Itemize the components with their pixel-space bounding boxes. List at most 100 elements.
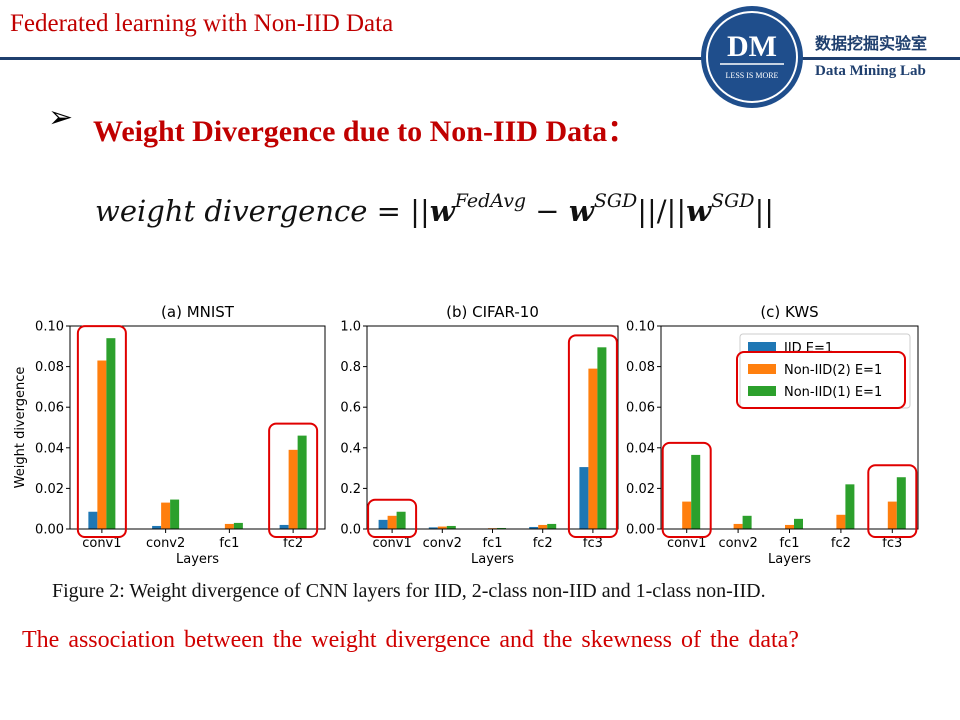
x-tick-label: conv2 bbox=[718, 536, 757, 551]
bar-fc2-3 bbox=[547, 523, 557, 529]
bar-fc1-3 bbox=[794, 518, 803, 529]
y-tick-label: 0.00 bbox=[35, 523, 64, 538]
x-tick-label: conv1 bbox=[372, 536, 411, 551]
x-tick-label: fc2 bbox=[533, 536, 553, 551]
bar-conv1-3 bbox=[396, 511, 406, 529]
figure-caption: Figure 2: Weight divergence of CNN layer… bbox=[52, 580, 766, 602]
lab-name-en: Data Mining Lab bbox=[815, 63, 926, 79]
legend-swatch-3 bbox=[748, 386, 776, 396]
y-tick-label: 0.06 bbox=[35, 401, 64, 416]
lab-name-cn: 数据挖掘实验室 bbox=[815, 34, 928, 53]
plot-frame bbox=[660, 325, 919, 530]
formula-sup-fedavg: FedAvg bbox=[454, 190, 527, 212]
x-tick-label: fc2 bbox=[831, 536, 851, 551]
highlight-box-fc2 bbox=[268, 422, 319, 538]
y-axis-label: Weight divergence bbox=[13, 367, 28, 489]
chart-title-2: (b) CIFAR-10 bbox=[446, 303, 539, 321]
formula-sup-sgd-denominator: SGD bbox=[711, 190, 755, 212]
y-tick-label: 0.0 bbox=[340, 523, 361, 538]
bar-conv2-1 bbox=[152, 525, 162, 529]
bar-conv2-3 bbox=[446, 525, 456, 529]
y-tick-label: 0.08 bbox=[35, 360, 64, 375]
logo-text: DM bbox=[727, 30, 777, 63]
y-tick-label: 0.04 bbox=[35, 441, 64, 456]
weight-divergence-charts: (a) MNIST conv1 conv2 fc1 fc2 0.00 0.02 0.04 0.0… bbox=[13, 303, 919, 567]
bar-fc3-3 bbox=[896, 477, 906, 529]
x-tick-label: fc1 bbox=[780, 536, 800, 551]
bar-fc2-3 bbox=[845, 484, 855, 529]
bar-fc3-3 bbox=[597, 347, 607, 529]
legend-label-1: IID E=1 bbox=[784, 341, 833, 356]
bar-fc2-3 bbox=[297, 435, 307, 529]
bar-conv1-1 bbox=[378, 519, 388, 529]
bar-conv1-3 bbox=[106, 338, 116, 529]
x-axis-label: Layers bbox=[768, 552, 811, 567]
bar-fc1-2 bbox=[224, 523, 234, 529]
logo-tagline: LESS IS MORE bbox=[726, 71, 779, 80]
highlight-box-conv1 bbox=[661, 441, 712, 538]
formula-minus: − bbox=[526, 194, 569, 228]
formula-lhs: weight divergence bbox=[95, 194, 368, 228]
x-tick-label: conv1 bbox=[667, 536, 706, 551]
y-tick-label: 0.00 bbox=[626, 523, 655, 538]
bar-fc3-2 bbox=[887, 501, 897, 529]
bar-conv1-2 bbox=[97, 360, 107, 529]
bar-conv1-2 bbox=[387, 515, 397, 529]
chart-title-3: (c) KWS bbox=[760, 303, 818, 321]
weight-divergence-formula: weight divergence = ||wFedAvg − wSGD||/|… bbox=[95, 190, 774, 228]
highlight-box-fc3 bbox=[867, 464, 918, 538]
section-heading: Weight Divergence due to Non-IID Data： bbox=[93, 115, 638, 148]
formula-end: || bbox=[754, 194, 775, 228]
chart-title-1: (a) MNIST bbox=[161, 303, 235, 321]
x-tick-label: fc3 bbox=[583, 536, 603, 551]
dm-logo: DM LESS IS MORE bbox=[698, 4, 808, 110]
bar-conv2-1 bbox=[428, 527, 438, 529]
y-tick-label: 0.4 bbox=[340, 441, 361, 456]
y-tick-label: 1.0 bbox=[340, 320, 361, 335]
y-tick-label: 0.8 bbox=[340, 360, 361, 375]
header-divider bbox=[0, 57, 960, 60]
legend-swatch-1 bbox=[748, 342, 776, 352]
x-tick-label: fc3 bbox=[882, 536, 902, 551]
bar-fc2-1 bbox=[529, 526, 539, 529]
bar-fc2-1 bbox=[279, 524, 289, 529]
highlight-box-fc3 bbox=[567, 334, 618, 538]
bar-fc2-2 bbox=[538, 524, 548, 529]
bar-fc1-3 bbox=[497, 527, 506, 529]
bar-conv1-1 bbox=[88, 511, 98, 529]
bar-conv1-3 bbox=[691, 454, 701, 529]
x-tick-label: fc1 bbox=[483, 536, 503, 551]
y-tick-label: 0.02 bbox=[626, 482, 655, 497]
highlight-box-conv1 bbox=[367, 498, 418, 538]
bar-fc3-2 bbox=[588, 368, 598, 529]
legend-swatch-2 bbox=[748, 364, 776, 374]
bar-conv1-2 bbox=[682, 501, 692, 529]
logo-inner-ring bbox=[706, 11, 798, 103]
formula-w-fedavg: w bbox=[429, 194, 455, 228]
legend-label-3: Non-IID(1) E=1 bbox=[784, 385, 882, 400]
formula-eq: = || bbox=[367, 194, 430, 228]
x-tick-label: conv1 bbox=[82, 536, 121, 551]
bar-conv2-3 bbox=[742, 515, 752, 529]
y-tick-label: 0.06 bbox=[626, 401, 655, 416]
y-tick-label: 0.10 bbox=[626, 320, 655, 335]
y-tick-label: 0.10 bbox=[35, 320, 64, 335]
bar-fc2-2 bbox=[288, 449, 298, 529]
discussion-question: The association between the weight diver… bbox=[22, 627, 799, 653]
x-axis-label: Layers bbox=[176, 552, 219, 567]
y-tick-label: 0.08 bbox=[626, 360, 655, 375]
x-tick-label: fc1 bbox=[219, 536, 239, 551]
bar-fc1-2 bbox=[785, 524, 794, 529]
formula-mid: ||/|| bbox=[637, 194, 687, 228]
formula-w-sgd-denominator: w bbox=[686, 194, 712, 228]
x-tick-label: conv2 bbox=[423, 536, 462, 551]
plot-frame bbox=[69, 325, 326, 530]
plot-frame bbox=[366, 325, 619, 530]
x-tick-label: conv2 bbox=[146, 536, 185, 551]
bar-conv2-2 bbox=[437, 526, 447, 529]
formula-w-sgd: w bbox=[568, 194, 594, 228]
logo-outer-ring bbox=[701, 6, 803, 108]
y-tick-label: 0.02 bbox=[35, 482, 64, 497]
x-axis-label: Layers bbox=[471, 552, 514, 567]
bar-conv2-3 bbox=[170, 499, 180, 529]
